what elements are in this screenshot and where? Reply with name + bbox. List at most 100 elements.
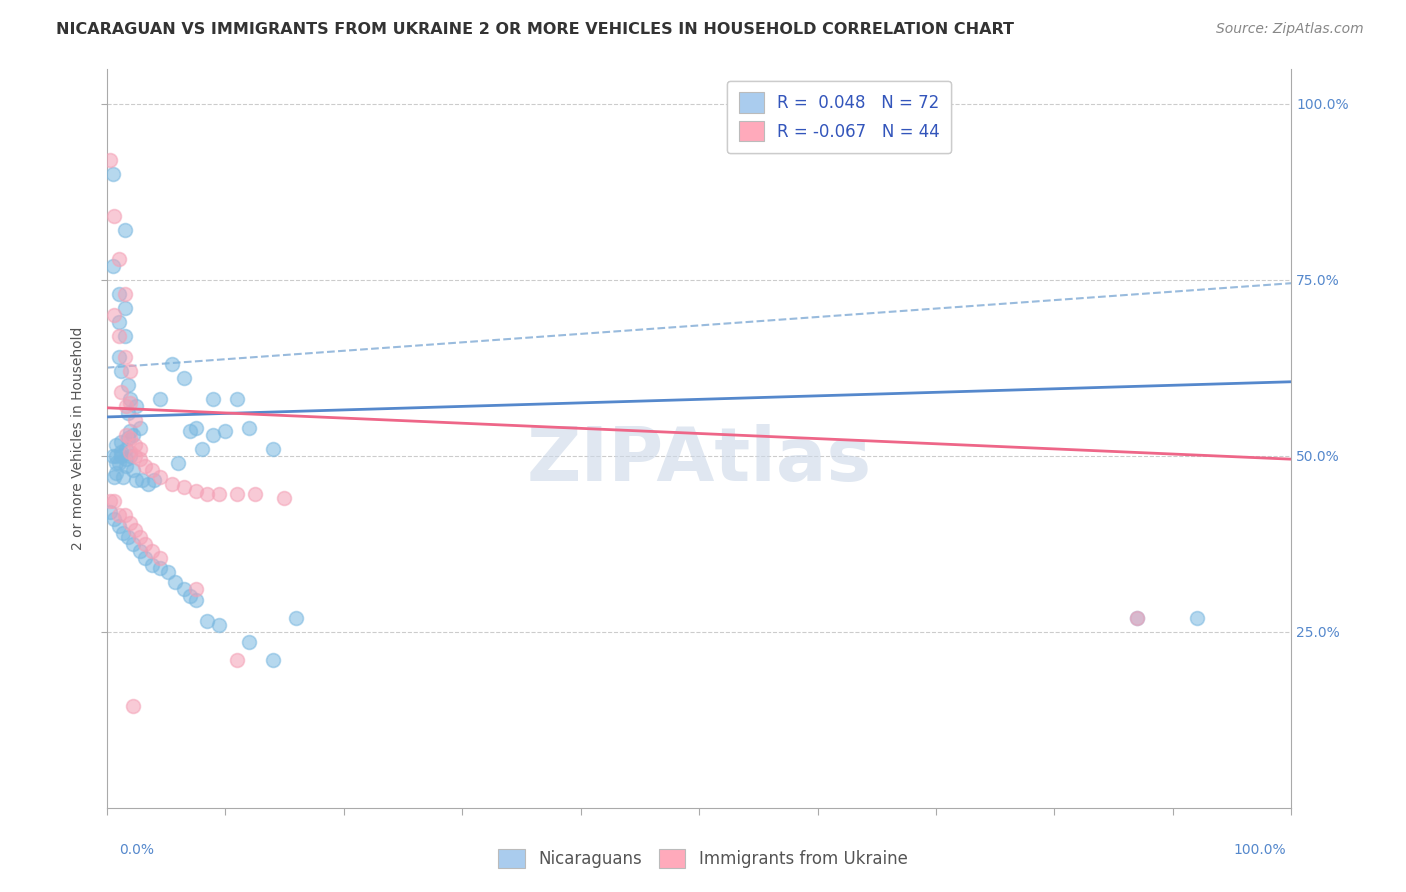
Point (149, 561, 172, 575)
Point (131, 473, 153, 487)
Point (114, 329, 136, 343)
Point (101, 449, 124, 463)
Point (120, 396, 142, 410)
Point (285, 610, 308, 624)
Point (129, 452, 152, 467)
Point (136, 476, 159, 491)
Point (208, 617, 231, 632)
Point (1185, 610, 1208, 624)
Point (214, 424, 236, 438)
Point (141, 558, 163, 572)
Point (1126, 610, 1149, 624)
Point (114, 350, 136, 364)
Point (114, 301, 136, 315)
Point (197, 614, 219, 628)
Legend: R =  0.048   N = 72, R = -0.067   N = 44: R = 0.048 N = 72, R = -0.067 N = 44 (727, 80, 952, 153)
Text: 100.0%: 100.0% (1234, 843, 1286, 857)
Point (129, 442, 152, 456)
Point (208, 487, 231, 501)
Point (110, 445, 132, 459)
Point (114, 459, 136, 474)
Point (120, 392, 142, 407)
Point (165, 575, 187, 590)
Point (226, 487, 249, 501)
Point (101, 167, 124, 181)
Point (166, 456, 188, 470)
Point (117, 530, 139, 544)
Point (114, 442, 136, 456)
Point (226, 653, 249, 667)
Point (125, 473, 148, 487)
Point (121, 698, 143, 713)
Point (124, 438, 146, 452)
Point (107, 350, 129, 364)
Text: NICARAGUAN VS IMMIGRANTS FROM UKRAINE 2 OR MORE VEHICLES IN HOUSEHOLD CORRELATIO: NICARAGUAN VS IMMIGRANTS FROM UKRAINE 2 … (56, 22, 1014, 37)
Point (149, 392, 172, 407)
Point (117, 406, 139, 420)
Point (238, 420, 260, 434)
Point (124, 449, 146, 463)
Point (105, 467, 128, 481)
Point (129, 543, 152, 558)
Text: Source: ZipAtlas.com: Source: ZipAtlas.com (1216, 22, 1364, 37)
Point (112, 526, 135, 541)
Point (120, 516, 142, 530)
Point (105, 438, 128, 452)
Point (134, 536, 156, 550)
Point (149, 470, 172, 484)
Point (120, 431, 142, 445)
Point (197, 487, 219, 501)
Point (184, 593, 207, 607)
Point (190, 442, 212, 456)
Point (98, 505, 121, 519)
Point (107, 315, 129, 329)
Point (107, 286, 129, 301)
Point (117, 431, 139, 445)
Point (202, 427, 225, 442)
Text: 0.0%: 0.0% (120, 843, 155, 857)
Point (120, 445, 142, 459)
Point (103, 494, 125, 508)
Point (184, 582, 207, 597)
Point (101, 259, 124, 273)
Point (107, 329, 129, 343)
Point (114, 223, 136, 237)
Point (103, 210, 125, 224)
Point (105, 456, 128, 470)
Point (1126, 610, 1149, 624)
Point (124, 523, 146, 537)
Point (110, 364, 132, 378)
Point (107, 519, 129, 533)
Point (121, 463, 143, 477)
Point (134, 459, 156, 474)
Y-axis label: 2 or more Vehicles in Household: 2 or more Vehicles in Household (72, 326, 86, 549)
Legend: Nicaraguans, Immigrants from Ukraine: Nicaraguans, Immigrants from Ukraine (492, 842, 914, 875)
Point (238, 635, 260, 649)
Point (120, 364, 142, 378)
Point (141, 543, 163, 558)
Point (112, 470, 135, 484)
Point (202, 392, 225, 407)
Point (262, 653, 284, 667)
Point (134, 550, 156, 565)
Point (184, 420, 207, 434)
Point (179, 590, 201, 604)
Point (273, 491, 295, 505)
Point (184, 483, 207, 498)
Point (173, 371, 195, 385)
Point (107, 508, 129, 523)
Point (110, 385, 132, 400)
Point (129, 420, 152, 434)
Point (243, 487, 266, 501)
Point (114, 452, 136, 467)
Point (143, 473, 166, 487)
Point (173, 480, 195, 494)
Point (160, 476, 183, 491)
Point (121, 427, 143, 442)
Point (114, 427, 136, 442)
Point (98, 494, 121, 508)
Point (125, 400, 148, 414)
Point (262, 442, 284, 456)
Point (121, 536, 143, 550)
Point (98, 153, 121, 167)
